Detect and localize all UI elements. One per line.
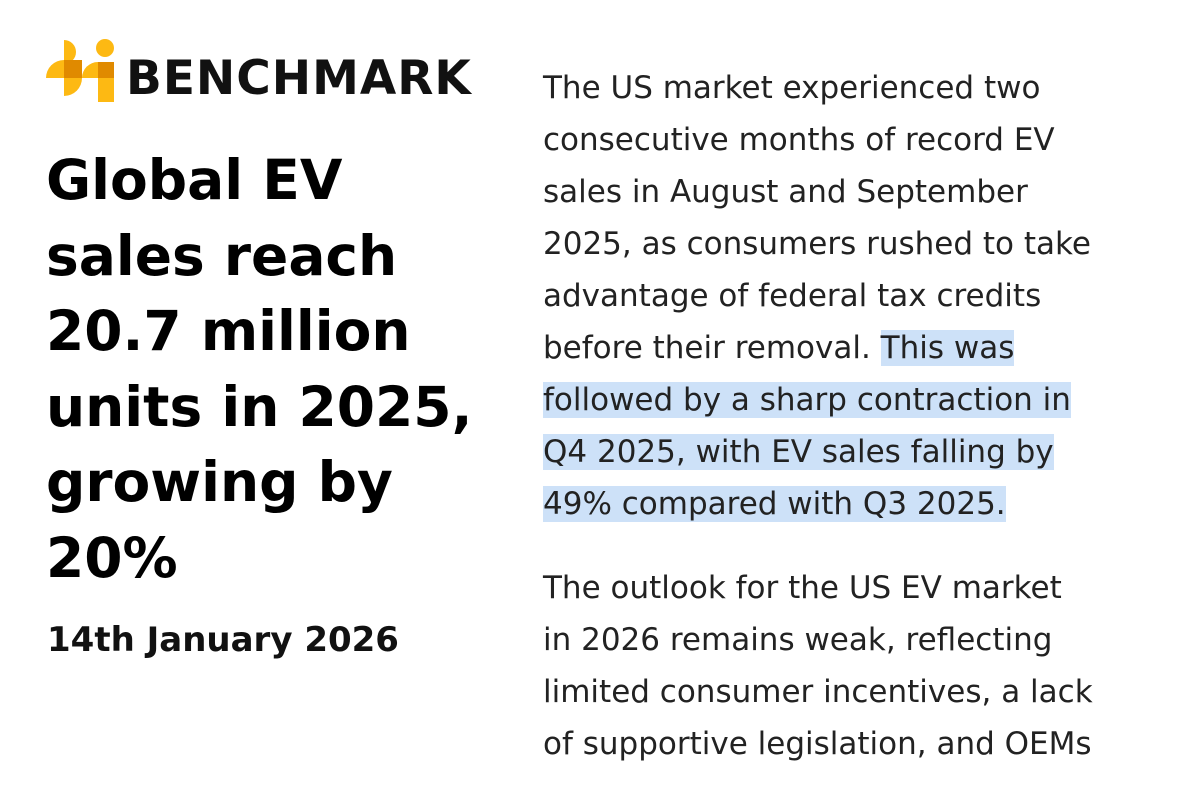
page-title: Global EV sales reach 20.7 million units…	[46, 143, 486, 596]
text-line: advantage of federal tax credits	[543, 278, 1042, 314]
text-line: 49% compared with Q3 2025.	[543, 478, 1183, 530]
title-line: sales reach	[46, 223, 398, 288]
title-line: growing by	[46, 450, 393, 514]
text-line: limited consumer incentives, a lack	[543, 674, 1093, 710]
paragraph-2: The outlook for the US EV market in 2026…	[543, 562, 1183, 770]
text-line: consecutive months of record EV	[543, 122, 1055, 158]
title-line: Global EV	[46, 148, 343, 212]
text-line: in 2026 remains weak, reflecting	[543, 622, 1053, 658]
plain-text: before their removal.	[543, 330, 881, 366]
selected-text[interactable]: followed by a sharp contraction in	[543, 382, 1071, 418]
text-line: Q4 2025, with EV sales falling by	[543, 426, 1183, 478]
title-line: units in 2025,	[46, 374, 473, 439]
text-line: The outlook for the US EV market	[543, 570, 1062, 606]
paragraph-1: The US market experienced two consecutiv…	[543, 62, 1183, 530]
selected-text[interactable]: This was	[880, 330, 1015, 366]
selected-text[interactable]: Q4 2025, with EV sales falling by	[543, 434, 1054, 470]
title-line: 20%	[46, 525, 178, 590]
text-line: sales in August and September	[543, 174, 1028, 210]
text-line: of supportive legislation, and OEMs	[543, 726, 1092, 762]
article-body: The US market experienced two consecutiv…	[543, 62, 1183, 770]
title-line: 20.7 million	[46, 299, 411, 363]
selected-text[interactable]: 49% compared with Q3 2025.	[543, 486, 1006, 522]
text-line: The US market experienced two	[543, 70, 1041, 106]
text-line: followed by a sharp contraction in	[543, 374, 1183, 426]
logo-text: BENCHMARK	[126, 50, 472, 106]
benchmark-logo: BENCHMARK	[44, 38, 472, 106]
text-line: before their removal. This was	[543, 322, 1183, 374]
benchmark-logo-mark-icon	[46, 39, 114, 102]
text-line: 2025, as consumers rushed to take	[543, 226, 1091, 262]
publish-date: 14th January 2026	[47, 620, 399, 660]
